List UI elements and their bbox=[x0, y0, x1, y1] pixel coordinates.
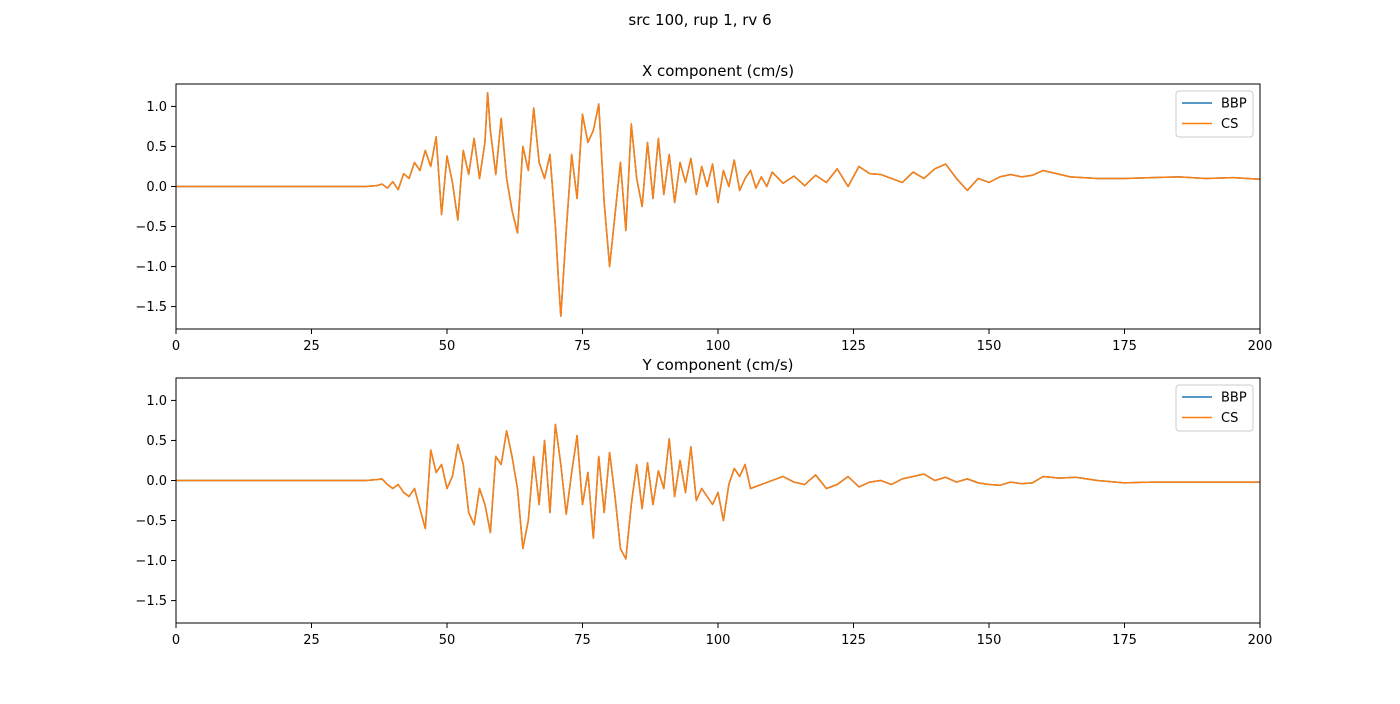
y-tick-label: 0.0 bbox=[146, 180, 167, 195]
chart-panel-1: X component (cm/s) 0 25 50 75 100 125 150 175 200… bbox=[135, 62, 1272, 354]
x-tick-label: 0 bbox=[172, 633, 180, 648]
x-tick-label: 50 bbox=[439, 633, 456, 648]
chart-title: Y component (cm/s) bbox=[642, 356, 794, 374]
series-line-bbp bbox=[176, 92, 1260, 317]
y-tick-label: 0.5 bbox=[146, 140, 167, 155]
chart-panel-2: Y component (cm/s) 0 25 50 75 100 125 150 175 200… bbox=[135, 356, 1272, 648]
legend-label-cs: CS bbox=[1221, 411, 1238, 426]
y-tick-label: −1.0 bbox=[135, 260, 167, 275]
x-tick-label: 175 bbox=[1112, 339, 1137, 354]
x-tick-label: 25 bbox=[303, 339, 320, 354]
y-tick-label: 0.0 bbox=[146, 474, 167, 489]
series-line-cs bbox=[176, 423, 1260, 560]
y-tick-label: 0.5 bbox=[146, 434, 167, 449]
x-tick-label: 100 bbox=[706, 633, 731, 648]
x-tick-label: 175 bbox=[1112, 633, 1137, 648]
x-tick-label: 150 bbox=[977, 633, 1002, 648]
y-tick-label: −1.0 bbox=[135, 554, 167, 569]
y-tick-label: 1.0 bbox=[146, 394, 167, 409]
legend: BBP CS bbox=[1175, 384, 1254, 432]
x-tick-label: 200 bbox=[1248, 633, 1273, 648]
x-tick-label: 200 bbox=[1248, 339, 1273, 354]
legend-label-bbp: BBP bbox=[1221, 391, 1247, 406]
x-tick-label: 100 bbox=[706, 339, 731, 354]
series-line-bbp bbox=[176, 423, 1260, 560]
y-tick-label: −1.5 bbox=[135, 594, 167, 609]
x-tick-label: 50 bbox=[439, 339, 456, 354]
legend-label-bbp: BBP bbox=[1221, 97, 1247, 112]
legend-label-cs: CS bbox=[1221, 117, 1238, 132]
x-tick-label: 150 bbox=[977, 339, 1002, 354]
x-tick-label: 75 bbox=[574, 633, 591, 648]
axes-frame bbox=[175, 377, 1261, 624]
legend: BBP CS bbox=[1175, 90, 1254, 138]
chart-title: X component (cm/s) bbox=[642, 62, 794, 80]
y-tick-label: −0.5 bbox=[135, 220, 167, 235]
series-line-cs bbox=[176, 92, 1260, 317]
x-tick-label: 125 bbox=[841, 633, 866, 648]
figure-suptitle: src 100, rup 1, rv 6 bbox=[628, 11, 772, 29]
x-tick-label: 125 bbox=[841, 339, 866, 354]
y-tick-label: 1.0 bbox=[146, 100, 167, 115]
y-tick-label: −0.5 bbox=[135, 514, 167, 529]
axes-frame bbox=[175, 83, 1261, 330]
x-tick-label: 25 bbox=[303, 633, 320, 648]
x-tick-label: 0 bbox=[172, 339, 180, 354]
x-tick-label: 75 bbox=[574, 339, 591, 354]
y-tick-label: −1.5 bbox=[135, 300, 167, 315]
